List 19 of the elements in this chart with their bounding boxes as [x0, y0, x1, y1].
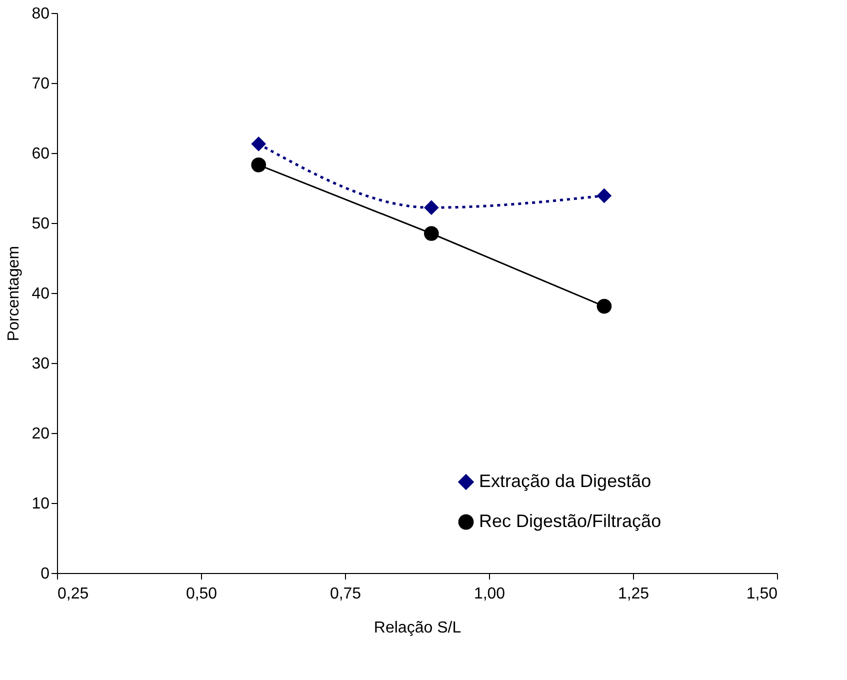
- y-tick-label: 80: [32, 6, 50, 22]
- y-tick-label: 10: [32, 496, 50, 512]
- x-tick-label: 0,50: [186, 586, 218, 602]
- x-axis-title: Relação S/L: [374, 620, 462, 636]
- x-tick-label: 0,75: [330, 586, 362, 602]
- y-tick-label: 70: [32, 76, 50, 92]
- x-tick-label: 1,50: [746, 586, 778, 602]
- y-tick-label: 20: [32, 426, 50, 442]
- x-tick-label: 1,00: [474, 586, 506, 602]
- y-tick-label: 40: [32, 286, 50, 302]
- y-tick-label: 60: [32, 146, 50, 162]
- y-axis-title: Porcentagem: [6, 246, 23, 342]
- x-tick-label: 1,25: [618, 586, 650, 602]
- y-tick-label: 50: [32, 216, 50, 232]
- legend-label: Extração da Digestão: [479, 471, 652, 491]
- y-tick-label: 0: [40, 566, 50, 582]
- x-tick-label: 0,25: [58, 586, 89, 602]
- y-tick-label: 30: [32, 356, 50, 372]
- legend-label: Rec Digestão/Filtração: [479, 511, 662, 531]
